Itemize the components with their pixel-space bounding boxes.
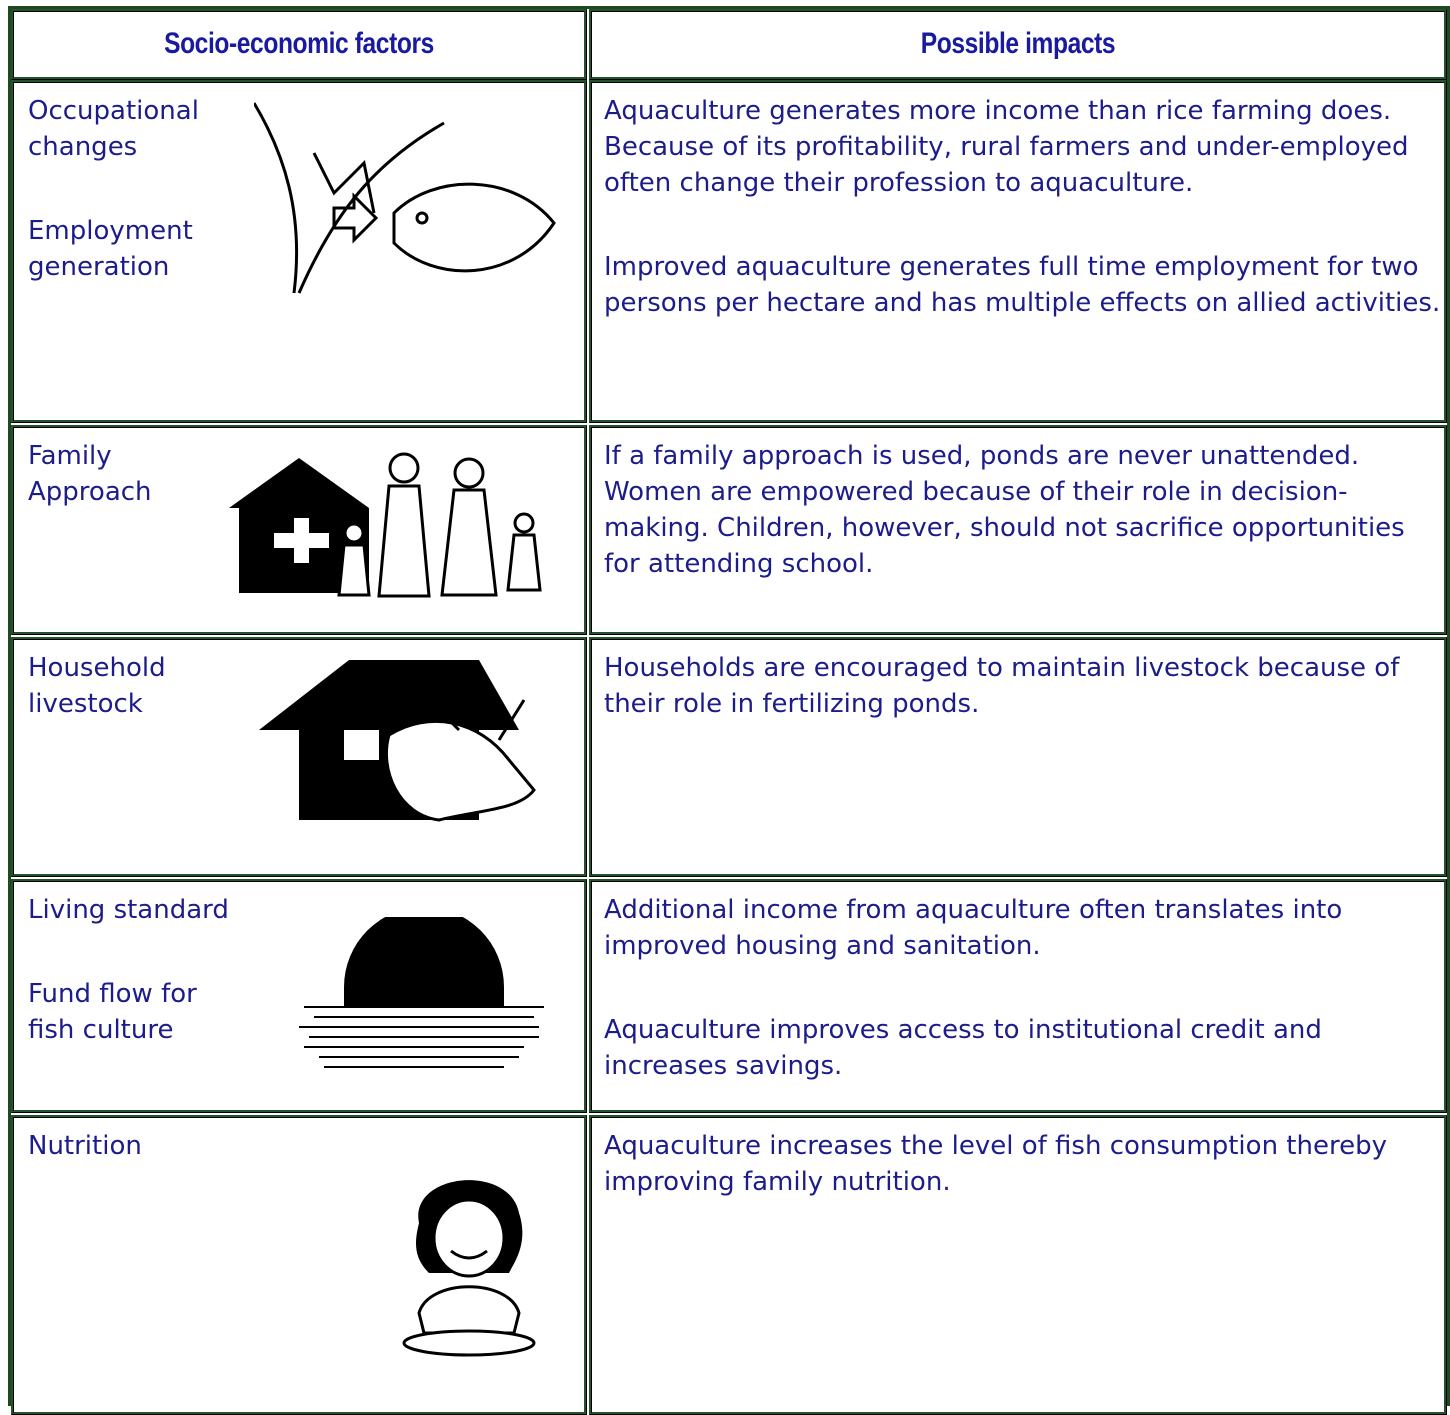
impact: Aquaculture generates more income than r… bbox=[604, 96, 1409, 198]
impact-cell: Aquaculture generates more income than r… bbox=[589, 80, 1447, 423]
factor-text: Occupational changes Employment generatio… bbox=[28, 93, 243, 333]
header-cell: Possible impacts bbox=[589, 9, 1447, 80]
factor: Employment generation bbox=[28, 216, 193, 282]
factor: Household livestock bbox=[28, 653, 166, 719]
factor-text: Living standard Fund flow for fish cultur… bbox=[28, 892, 243, 1096]
impact-text: Households are encouraged to maintain li… bbox=[604, 650, 1444, 770]
impact-text: If a family approach is used, ponds are … bbox=[604, 438, 1444, 630]
impact-text: Additional income from aquaculture often… bbox=[604, 892, 1444, 1132]
table-row: Household livestock Households are encour… bbox=[11, 637, 1447, 877]
factor-text: Household livestock bbox=[28, 650, 243, 770]
housing-icon bbox=[299, 917, 544, 1068]
header-text: Possible impacts bbox=[920, 27, 1116, 60]
page: Socio-economic factors Possible impacts Oc… bbox=[8, 6, 1450, 1415]
factor: Occupational changes bbox=[28, 96, 199, 162]
impact-cell: Households are encouraged to maintain li… bbox=[589, 637, 1447, 877]
impact: Improved aquaculture generates full time… bbox=[604, 252, 1441, 318]
factor: Living standard bbox=[28, 895, 229, 925]
livestock-icon bbox=[259, 660, 536, 822]
factor-cell: Family Approach bbox=[11, 425, 587, 635]
header-row: Socio-economic factors Possible impacts bbox=[11, 9, 1447, 80]
table-row: Living standard Fund flow for fish cultur… bbox=[11, 879, 1447, 1113]
family-icon bbox=[229, 452, 542, 598]
impact: Additional income from aquaculture often… bbox=[604, 895, 1343, 961]
table: Socio-economic factors Possible impacts Oc… bbox=[8, 6, 1450, 1415]
impact: Aquaculture increases the level of fish … bbox=[604, 1131, 1387, 1197]
impact-cell: Additional income from aquaculture often… bbox=[589, 879, 1447, 1113]
impact-text: Aquaculture increases the level of fish … bbox=[604, 1128, 1444, 1248]
impact: Aquaculture improves access to instituti… bbox=[604, 1015, 1322, 1081]
factor: Family Approach bbox=[28, 441, 152, 507]
factor-text: Family Approach bbox=[28, 438, 243, 558]
header-cell: Socio-economic factors bbox=[11, 9, 587, 80]
table-row: Occupational changes Employment generatio… bbox=[11, 80, 1447, 423]
factor-text: Nutrition bbox=[28, 1128, 243, 1212]
factor-cell: Occupational changes Employment generatio… bbox=[11, 80, 587, 423]
impact: If a family approach is used, ponds are … bbox=[604, 441, 1405, 579]
impact-cell: Aquaculture increases the level of fish … bbox=[589, 1115, 1447, 1415]
factor: Nutrition bbox=[28, 1131, 142, 1161]
table-row: Nutrition Aquaculture increases the level… bbox=[11, 1115, 1447, 1415]
factor-cell: Nutrition bbox=[11, 1115, 587, 1415]
factor-cell: Household livestock bbox=[11, 637, 587, 877]
table-row: Family Approach If a family approach is u… bbox=[11, 425, 1447, 635]
impact-text: Aquaculture generates more income than r… bbox=[604, 93, 1444, 369]
impact: Households are encouraged to maintain li… bbox=[604, 653, 1400, 719]
factor: Fund flow for fish culture bbox=[28, 979, 197, 1045]
child-icon bbox=[402, 1180, 536, 1357]
impact-cell: If a family approach is used, ponds are … bbox=[589, 425, 1447, 635]
header-text: Socio-economic factors bbox=[164, 27, 434, 60]
factor-cell: Living standard Fund flow for fish cultur… bbox=[11, 879, 587, 1113]
rice-fish-icon bbox=[254, 102, 556, 294]
